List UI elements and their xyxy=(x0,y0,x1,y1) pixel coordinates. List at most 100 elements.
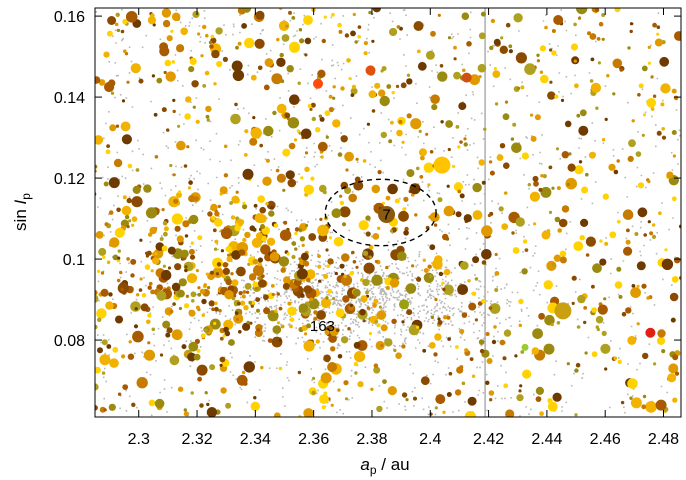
data-point xyxy=(180,249,189,258)
data-point xyxy=(120,287,124,292)
data-point xyxy=(524,63,536,75)
data-point xyxy=(132,330,144,343)
data-point xyxy=(280,324,285,329)
data-point xyxy=(113,158,123,168)
data-point xyxy=(346,58,351,63)
data-point xyxy=(574,413,578,417)
data-point xyxy=(416,166,420,171)
data-point xyxy=(115,12,120,17)
data-point xyxy=(254,38,265,49)
data-point xyxy=(320,155,324,159)
data-point xyxy=(536,59,541,63)
data-point xyxy=(489,303,501,314)
data-point xyxy=(214,306,219,312)
data-point xyxy=(385,195,391,201)
data-point xyxy=(599,258,607,266)
data-point xyxy=(481,225,493,237)
data-point xyxy=(515,52,528,64)
data-point xyxy=(231,195,240,204)
data-point xyxy=(443,268,451,276)
data-point xyxy=(161,245,168,252)
data-point xyxy=(163,70,167,75)
data-point xyxy=(251,300,255,305)
data-point xyxy=(271,292,275,297)
data-point xyxy=(291,254,296,260)
data-point xyxy=(406,309,413,316)
data-point xyxy=(365,231,371,237)
data-point xyxy=(467,279,471,283)
x-tick-label: 2.34 xyxy=(240,431,271,448)
data-point xyxy=(471,374,476,378)
data-point xyxy=(401,320,405,324)
data-point xyxy=(642,394,647,399)
data-point xyxy=(289,41,300,53)
highlighted-point xyxy=(461,72,472,83)
data-point xyxy=(494,252,498,257)
data-point xyxy=(678,276,681,280)
data-point xyxy=(353,341,361,349)
data-point xyxy=(345,168,349,172)
highlighted-points xyxy=(114,65,656,351)
data-point xyxy=(344,397,349,401)
data-point xyxy=(263,125,274,137)
data-point xyxy=(105,301,114,310)
data-point xyxy=(380,69,384,73)
data-point xyxy=(650,75,654,79)
data-point xyxy=(554,94,559,99)
data-point xyxy=(180,27,188,36)
data-point xyxy=(326,264,331,269)
data-point xyxy=(282,282,290,290)
data-point xyxy=(487,213,491,218)
data-point xyxy=(461,381,466,386)
data-point xyxy=(318,279,322,283)
data-point xyxy=(195,305,200,310)
data-point xyxy=(560,98,565,102)
data-point xyxy=(99,354,111,366)
y-axis-label: sin Ip xyxy=(11,193,33,231)
data-point xyxy=(515,217,525,227)
data-point xyxy=(395,352,402,360)
data-point xyxy=(121,99,126,103)
data-point xyxy=(319,116,325,122)
data-point xyxy=(123,49,127,53)
data-point xyxy=(533,180,539,187)
data-point xyxy=(187,186,192,190)
data-point xyxy=(244,231,251,239)
data-point xyxy=(104,222,109,227)
data-point xyxy=(347,327,351,331)
data-point xyxy=(446,315,451,320)
data-point xyxy=(202,24,207,30)
data-point xyxy=(666,171,674,179)
data-point xyxy=(195,269,199,273)
data-point xyxy=(300,176,304,180)
data-point xyxy=(534,114,541,121)
data-point xyxy=(260,274,265,278)
data-point xyxy=(301,243,305,247)
data-point xyxy=(238,291,243,296)
data-point xyxy=(126,225,130,229)
data-point xyxy=(457,284,468,295)
data-point xyxy=(365,290,369,295)
y-axis: 0.08 0.1 0.12 0.14 0.16 xyxy=(54,9,681,350)
data-point xyxy=(453,182,463,192)
annotation-7: 7 xyxy=(382,207,390,224)
data-point xyxy=(637,207,648,218)
data-point xyxy=(115,124,120,128)
data-point xyxy=(558,218,568,228)
data-point xyxy=(630,397,642,409)
data-point xyxy=(162,221,168,226)
data-point xyxy=(309,107,313,111)
data-point xyxy=(106,144,110,149)
data-point xyxy=(207,286,211,290)
data-point xyxy=(184,268,188,273)
data-point xyxy=(103,408,107,412)
data-point xyxy=(225,245,232,253)
data-point xyxy=(627,46,631,50)
data-point xyxy=(406,169,415,178)
data-point xyxy=(291,241,297,246)
data-point xyxy=(222,267,230,275)
data-point xyxy=(100,288,109,297)
data-point xyxy=(117,256,121,260)
data-point xyxy=(177,190,182,194)
data-point xyxy=(386,84,392,89)
